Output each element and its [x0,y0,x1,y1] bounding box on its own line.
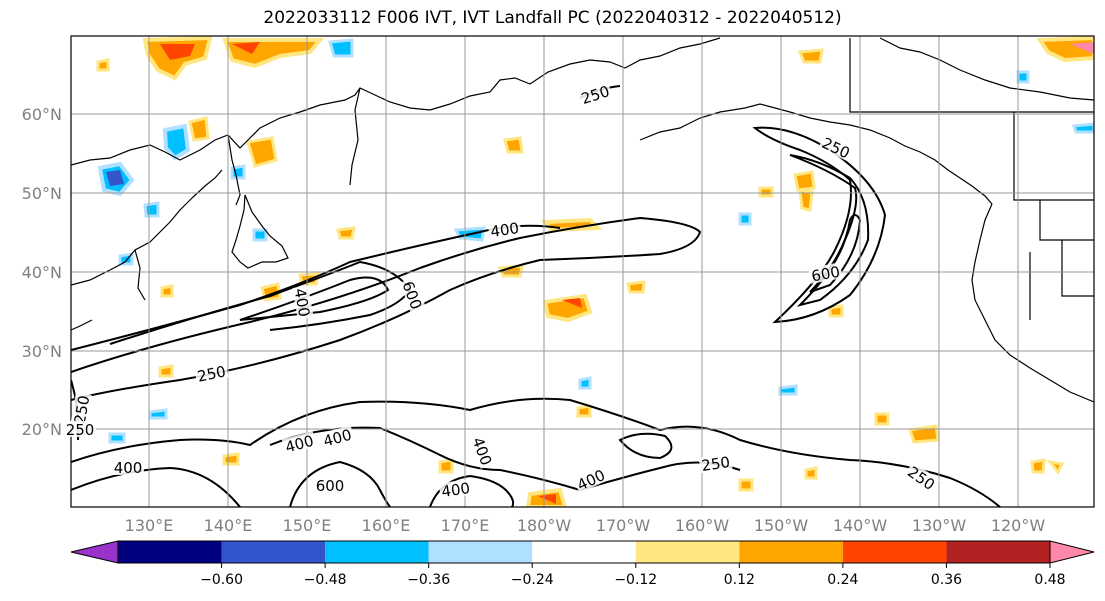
colorbar-segment [532,541,636,563]
contour-label: 600 [810,263,841,286]
colorbar-tick-label: −0.12 [614,572,657,588]
longitude-label: 140°W [833,516,888,535]
latitude-label: 60°N [22,105,62,124]
colorbar-tick-label: −0.24 [511,572,554,588]
contour-label: 600 [399,279,426,312]
longitude-label: 130°W [912,516,967,535]
colorbar-extend-high [1049,540,1095,564]
contour-label: 400 [283,432,315,457]
map-title: 2022033112 F006 IVT, IVT Landfall PC (20… [263,8,842,28]
latitude-label: 50°N [22,184,62,203]
contour-label: 400 [440,479,471,501]
pc-shading [96,36,1094,507]
longitude-label: 130°E [125,516,174,535]
colorbar-tick-label: −0.36 [407,572,450,588]
latitude-label: 20°N [22,420,62,439]
colorbar-segment [118,541,222,563]
colorbar-segment [946,541,1050,563]
latitude-label: 40°N [22,263,62,282]
colorbar-tick-label: −0.48 [304,572,347,588]
contour-label: 250 [700,453,731,475]
colorbar: −0.60 −0.48 −0.36 −0.24 −0.12 0.12 0.24 0.36 0.4… [70,540,1095,588]
latitude-labels: 60°N 50°N 40°N 30°N 20°N [22,105,62,439]
colorbar-segment [635,541,740,563]
contour-label: 400 [469,435,496,468]
contour-label: 400 [489,219,520,241]
colorbar-tick-label: 0.36 [931,572,962,588]
longitude-label: 160°W [675,516,730,535]
longitude-label: 160°E [362,516,411,535]
colorbar-extend-low [70,540,119,564]
graticule [71,36,1094,507]
colorbar-segment [221,541,326,563]
colorbar-tick-label: −0.60 [200,572,243,588]
map-frame [70,35,1095,508]
longitude-label: 180°W [517,516,572,535]
longitude-label: 120°W [991,516,1046,535]
coastlines [71,37,1094,403]
longitude-label: 150°W [754,516,809,535]
ivt-contours [71,85,1001,507]
colorbar-tick-label: 0.12 [724,572,755,588]
colorbar-segment [842,541,947,563]
latitude-label: 30°N [22,342,62,361]
colorbar-segment [325,541,429,563]
colorbar-tick-label: 0.24 [827,572,858,588]
contour-label: 400 [291,287,314,318]
longitude-label: 170°W [596,516,651,535]
contour-label: 250 [66,421,95,439]
longitude-label: 150°E [283,516,332,535]
longitude-labels: 130°E 140°E 150°E 160°E 170°E 180°W 170°W 160°W… [125,516,1046,535]
colorbar-frame [117,540,1051,564]
longitude-label: 140°E [204,516,253,535]
contour-label: 250 [71,394,94,425]
colorbar-segment [428,541,533,563]
longitude-label: 170°E [441,516,490,535]
contour-label: 250 [196,362,228,386]
contour-label: 250 [579,82,612,108]
colorbar-tick-label: 0.48 [1034,572,1065,588]
colorbar-segment [739,541,843,563]
contour-label: 600 [316,477,345,495]
contour-label: 400 [114,459,143,477]
